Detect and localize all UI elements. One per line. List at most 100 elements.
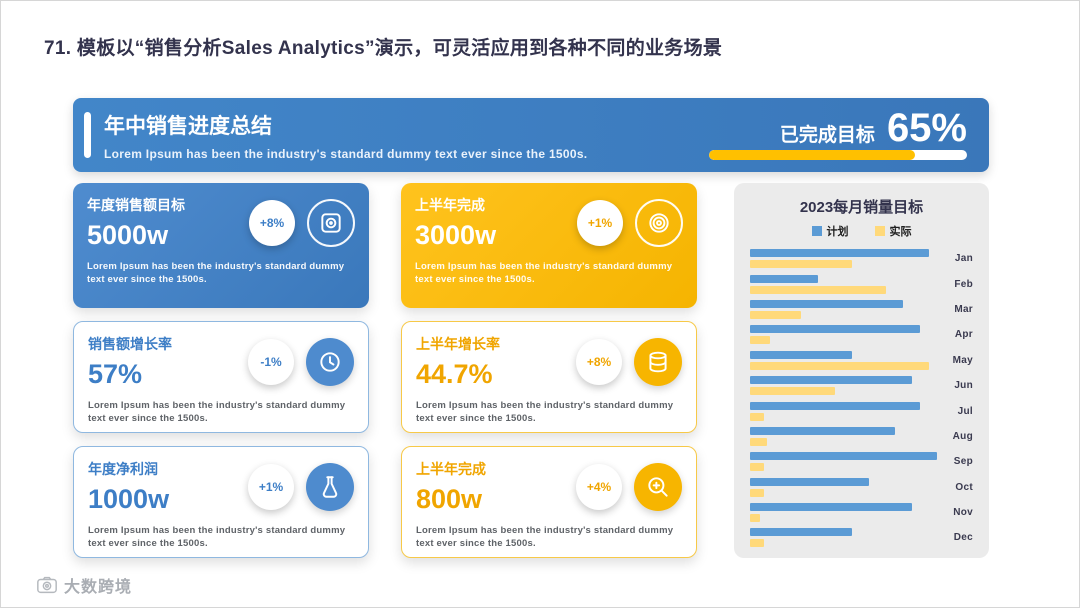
bar-实际	[750, 260, 852, 269]
bar-实际	[750, 336, 771, 345]
month-label: Jun	[954, 380, 973, 392]
header-subtitle: Lorem Ipsum has been the industry's stan…	[104, 146, 588, 161]
month-label: Oct	[955, 481, 973, 493]
card-description: Lorem Ipsum has been the industry's stan…	[88, 525, 346, 550]
card-description: Lorem Ipsum has been the industry's stan…	[88, 400, 346, 425]
chart-row: Jul	[750, 398, 973, 423]
bar-计划	[750, 503, 912, 512]
card-h1-complete-800: 上半年完成 800w +4% Lorem Ipsum has been the …	[401, 446, 697, 558]
card-annual-net-profit: 年度净利润 1000w +1% Lorem Ipsum has been the…	[73, 446, 369, 558]
card-value: 57%	[88, 359, 143, 389]
progress-fill	[709, 150, 916, 160]
bar-计划	[750, 452, 937, 461]
legend-plan: 计划	[811, 223, 849, 239]
card-h1-complete: 上半年完成 3000w +1% Lorem Ipsum has been the…	[401, 183, 697, 308]
bar-实际	[750, 539, 764, 548]
change-badge: +8%	[249, 200, 295, 246]
month-label: Dec	[953, 532, 973, 544]
card-title: 上半年完成	[416, 461, 486, 477]
chart-legend: 计划 实际	[750, 223, 973, 239]
chart-row: Dec	[750, 525, 973, 550]
header-accent-bar	[84, 112, 91, 158]
zoom-plus-icon	[634, 463, 682, 511]
card-title: 上半年增长率	[416, 336, 500, 352]
month-label: Feb	[954, 278, 973, 290]
chart-row: Apr	[750, 322, 973, 347]
card-annual-sales-target: 年度销售额目标 5000w +8% Lorem Ipsum has been t…	[73, 183, 369, 308]
bar-实际	[750, 437, 767, 446]
card-value: 3000w	[415, 220, 497, 250]
month-label: Jan	[954, 253, 973, 265]
chart-row: Aug	[750, 424, 973, 449]
bar-计划	[750, 274, 818, 283]
change-badge: +8%	[576, 339, 622, 385]
month-label: Sep	[953, 456, 973, 468]
legend-plan-label: 计划	[826, 226, 849, 238]
flask-icon	[306, 463, 354, 511]
coins-icon	[634, 338, 682, 386]
change-badge: -1%	[248, 339, 294, 385]
chart-row: Nov	[750, 500, 973, 525]
month-label: Jul	[957, 405, 973, 417]
chart-row: Jun	[750, 373, 973, 398]
chart-row: Mar	[750, 297, 973, 322]
change-badge: +1%	[248, 464, 294, 510]
legend-actual-label: 实际	[889, 226, 912, 238]
bar-计划	[750, 299, 903, 308]
bar-实际	[750, 310, 801, 319]
clock-icon	[306, 338, 354, 386]
bar-计划	[750, 325, 920, 334]
card-description: Lorem Ipsum has been the industry's stan…	[416, 525, 674, 550]
month-label: Nov	[953, 507, 973, 519]
kpi-cards: 年度销售额目标 5000w +8% Lorem Ipsum has been t…	[73, 183, 697, 558]
bar-实际	[750, 361, 929, 370]
change-badge: +4%	[576, 464, 622, 510]
card-title: 销售额增长率	[88, 336, 172, 352]
legend-swatch-actual	[874, 226, 885, 236]
safe-icon	[307, 199, 355, 247]
card-value: 5000w	[87, 220, 169, 250]
card-value: 800w	[416, 484, 483, 514]
card-title: 年度销售额目标	[87, 197, 185, 213]
chart-row: May	[750, 348, 973, 373]
change-badge: +1%	[577, 200, 623, 246]
card-title: 年度净利润	[88, 461, 158, 477]
bar-计划	[750, 401, 920, 410]
chart-row: Feb	[750, 271, 973, 296]
month-label: Mar	[954, 303, 973, 315]
bar-实际	[750, 488, 764, 497]
legend-swatch-plan	[811, 226, 822, 236]
bar-计划	[750, 249, 929, 258]
bar-计划	[750, 350, 852, 359]
progress-bar	[709, 150, 967, 160]
bar-实际	[750, 387, 835, 396]
chart-row: Oct	[750, 475, 973, 500]
header-title: 年中销售进度总结	[104, 114, 272, 138]
bar-实际	[750, 514, 761, 523]
bar-计划	[750, 477, 869, 486]
camera-logo-icon	[37, 576, 57, 594]
bar-实际	[750, 285, 886, 294]
bar-实际	[750, 463, 764, 472]
bar-计划	[750, 528, 852, 537]
watermark: 大数跨境	[35, 573, 132, 597]
chart-row: Sep	[750, 449, 973, 474]
card-h1-growth-rate: 上半年增长率 44.7% +8% Lorem Ipsum has been th…	[401, 321, 697, 433]
legend-actual: 实际	[874, 223, 912, 239]
card-description: Lorem Ipsum has been the industry's stan…	[416, 400, 674, 425]
monthly-target-chart-panel: 2023每月销量目标 计划 实际 Jan Feb Mar Apr May Jun Jul Au…	[734, 183, 989, 558]
bar-计划	[750, 376, 912, 385]
target-icon	[635, 199, 683, 247]
page-title: 71. 模板以“销售分析Sales Analytics”演示，可灵活应用到各种不…	[44, 38, 723, 59]
progress-value: 65%	[886, 106, 967, 150]
bar-实际	[750, 412, 764, 421]
card-description: Lorem Ipsum has been the industry's stan…	[87, 261, 345, 286]
bar-计划	[750, 426, 895, 435]
month-label: Apr	[954, 329, 973, 341]
card-description: Lorem Ipsum has been the industry's stan…	[415, 261, 673, 286]
card-value: 1000w	[88, 484, 170, 514]
watermark-text: 大数跨境	[64, 579, 133, 596]
progress-label: 已完成目标	[779, 125, 875, 146]
card-sales-growth-rate: 销售额增长率 57% -1% Lorem Ipsum has been the …	[73, 321, 369, 433]
